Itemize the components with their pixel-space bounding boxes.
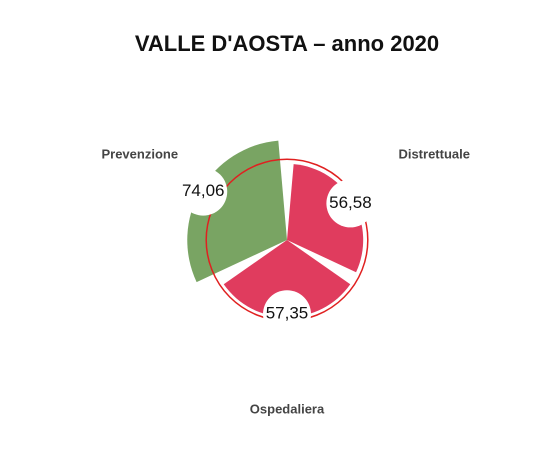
category-label: Ospedaliera <box>250 401 325 416</box>
value-label-bg <box>179 167 228 216</box>
value-label: 56,58 <box>329 193 372 212</box>
value-label: 57,35 <box>266 304 309 323</box>
value-label: 74,06 <box>182 181 225 200</box>
value-label-bg <box>263 290 311 339</box>
sector <box>223 240 351 318</box>
chart-title: VALLE D'AOSTA – anno 2020 <box>135 31 439 56</box>
category-label: Prevenzione <box>101 146 178 161</box>
value-label-bg <box>326 179 375 228</box>
category-label: Distrettuale <box>398 146 470 161</box>
